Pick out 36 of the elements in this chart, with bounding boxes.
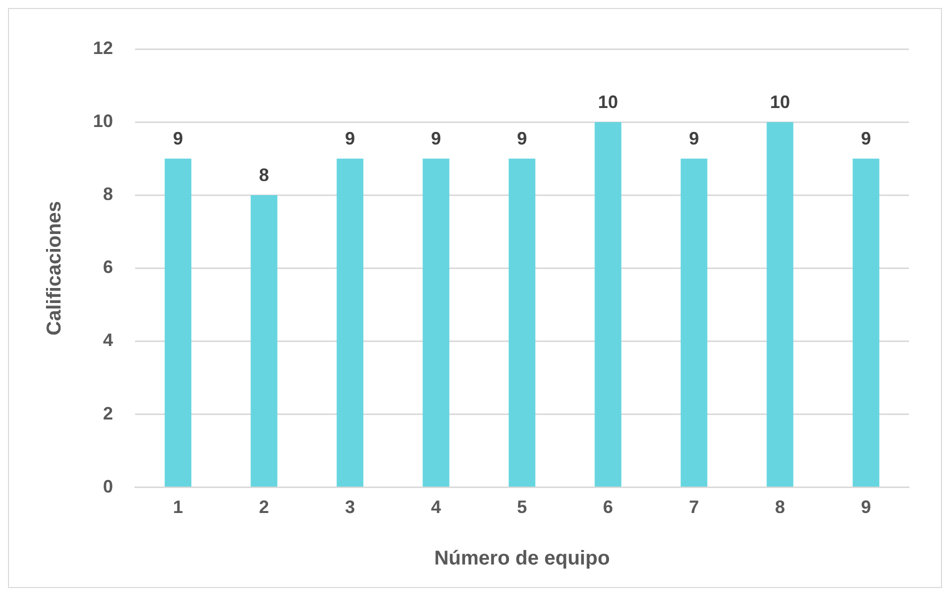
bar (766, 122, 794, 487)
bar (164, 158, 192, 487)
y-tick-label: 6 (103, 257, 114, 278)
data-label: 8 (259, 165, 270, 186)
y-tick-label: 4 (103, 330, 114, 350)
bar (422, 158, 450, 487)
data-label: 9 (173, 128, 184, 149)
x-tick-label: 7 (689, 497, 700, 518)
bar (250, 195, 278, 487)
bar (680, 158, 708, 487)
data-label: 9 (689, 128, 700, 149)
data-label: 9 (431, 128, 442, 149)
x-tick-label: 6 (603, 497, 614, 518)
x-tick-label: 2 (259, 497, 270, 518)
bar (508, 158, 536, 487)
x-tick-label: 3 (345, 497, 356, 518)
x-axis-title: Número de equipo (434, 548, 610, 570)
x-tick-label: 4 (431, 497, 442, 518)
y-axis-title: Calificaciones (44, 200, 66, 336)
y-tick-label: 2 (103, 403, 114, 424)
data-label: 9 (860, 128, 872, 149)
x-tick-label: 1 (173, 497, 184, 518)
x-tick-label: 8 (774, 497, 786, 518)
bar (852, 158, 880, 487)
y-tick-label: 10 (92, 111, 114, 132)
x-tick-label: 9 (860, 497, 872, 518)
y-tick-label: 0 (103, 476, 114, 496)
data-label: 10 (770, 92, 790, 112)
x-tick-label: 5 (517, 497, 528, 518)
data-label: 9 (345, 128, 356, 149)
y-tick-label: 8 (103, 184, 114, 204)
data-label: 9 (517, 128, 528, 149)
y-tick-label: 12 (92, 38, 114, 58)
bar (594, 122, 622, 487)
data-label: 10 (598, 92, 618, 112)
bar (336, 158, 364, 487)
